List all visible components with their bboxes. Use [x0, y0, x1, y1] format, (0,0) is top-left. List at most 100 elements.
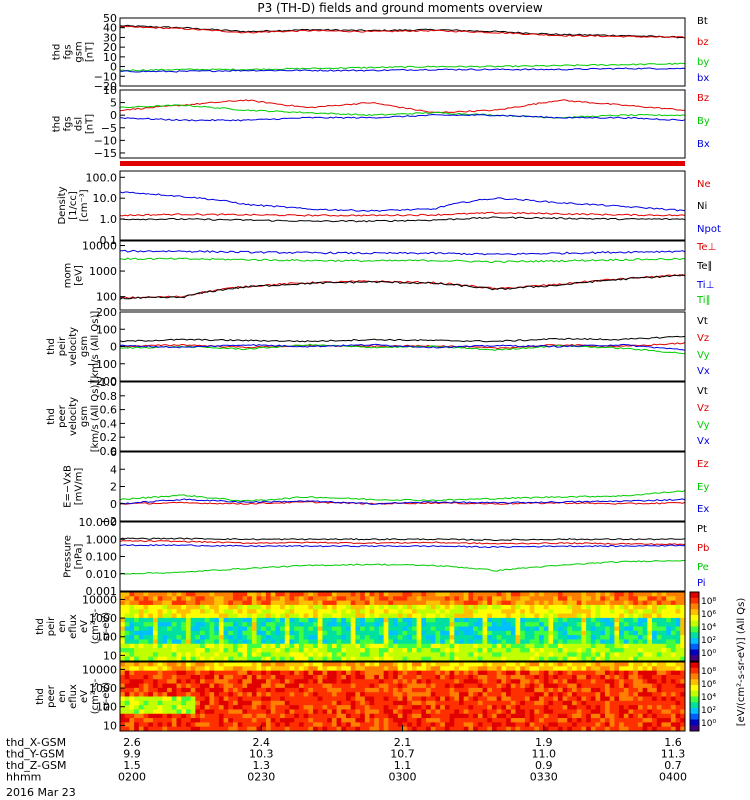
y-tick-label: 100 [96, 291, 117, 304]
heatmap-cell [473, 639, 479, 645]
heatmap-cell [256, 674, 262, 680]
heatmap-cell [275, 639, 281, 645]
heatmap-cell [200, 643, 206, 649]
heatmap-cell [350, 639, 356, 645]
heatmap-cell [383, 692, 389, 697]
heatmap-cell [369, 709, 375, 715]
heatmap-cell [388, 656, 394, 662]
heatmap-cell [430, 687, 436, 693]
heatmap-cell [487, 666, 493, 672]
heatmap-cell [510, 622, 516, 627]
panel-pressure: PtPbPePi10.0001.0000.1000.0100.001Pressu… [63, 516, 710, 598]
heatmap-cell [604, 696, 611, 702]
heatmap-cell [138, 652, 144, 658]
panel-peer_velocity: VtVzVyVx1.00.80.60.40.20.0thdpeervelocit… [46, 376, 710, 458]
heatmap-cell [242, 630, 248, 636]
legend-peir_velocity: Vy [697, 350, 710, 361]
heatmap-cell [553, 679, 559, 684]
heatmap-cell [171, 674, 177, 680]
y-axis-label-line: eV [79, 690, 90, 703]
heatmap-cell [468, 617, 474, 623]
heatmap-cell [482, 656, 488, 662]
heatmap-cell [120, 639, 126, 645]
x-tick-label: 2.1 [394, 736, 412, 749]
heatmap-cell [129, 722, 135, 728]
heatmap-cell [374, 722, 380, 728]
panel-frame [119, 89, 686, 159]
heatmap-cell [270, 609, 276, 614]
heatmap-cell [675, 626, 681, 632]
heatmap-cell [666, 643, 672, 649]
heatmap-cell [506, 726, 512, 732]
heatmap-cell [647, 592, 653, 597]
heatmap-cell [595, 679, 601, 684]
heatmap-cell [604, 648, 611, 653]
heatmap-cell [576, 674, 582, 680]
y-tick-label: 1000 [89, 612, 117, 625]
heatmap-cell [270, 643, 276, 649]
heatmap-cell [449, 592, 455, 597]
heatmap-cell [181, 648, 187, 653]
heatmap-cell [675, 643, 681, 649]
heatmap-cell [548, 592, 554, 597]
heatmap-cell [143, 643, 149, 649]
heatmap-cell [176, 626, 182, 632]
heatmap-cell [364, 648, 370, 653]
heatmap-cell [581, 718, 587, 723]
heatmap-cell [223, 722, 229, 728]
heatmap-cell [280, 639, 286, 645]
heatmap-cell [284, 635, 290, 640]
heatmap-cell [529, 700, 535, 706]
heatmap-cell [576, 596, 582, 602]
heatmap-cell [317, 630, 323, 636]
heatmap-cell [586, 726, 592, 732]
heatmap-cell [586, 683, 592, 689]
heatmap-cell [397, 722, 403, 728]
y-axis-label-line: sr-eV) [101, 682, 112, 711]
heatmap-cell [327, 652, 333, 658]
heatmap-cell [200, 722, 206, 728]
heatmap-cell [209, 622, 215, 627]
heatmap-cell [652, 687, 658, 693]
heatmap-cell [364, 596, 370, 602]
heatmap-cell [449, 666, 455, 672]
heatmap-cell [298, 700, 305, 706]
heatmap-cell [270, 652, 276, 658]
heatmap-cell [134, 662, 140, 667]
heatmap-cell [181, 692, 187, 697]
y-axis-label-line: fgs [63, 44, 74, 59]
heatmap-cell [619, 617, 625, 623]
heatmap-cell [416, 592, 422, 597]
heatmap-cell [670, 705, 676, 710]
heatmap-cell [190, 656, 196, 662]
heatmap-cell [171, 592, 177, 597]
heatmap-cell [430, 726, 436, 732]
y-axis-label: Pressure[nPa] [63, 535, 85, 578]
heatmap-cell [185, 604, 192, 610]
heatmap-cell [209, 709, 215, 715]
heatmap-cell [459, 670, 465, 676]
series-line-density [119, 211, 686, 217]
heatmap-cell [223, 674, 229, 680]
heatmap-cell [416, 652, 422, 658]
heatmap-cell [604, 604, 611, 610]
heatmap-cell [510, 635, 516, 640]
heatmap-cell [534, 617, 540, 623]
heatmap-cell [539, 596, 545, 602]
heatmap-cell [430, 592, 436, 597]
heatmap-cell [463, 622, 469, 627]
x-tick-label: 10.3 [249, 748, 274, 761]
x-tick-label: 0.7 [664, 759, 682, 772]
heatmap-cell [444, 683, 450, 689]
heatmap-cell [200, 592, 206, 597]
heatmap-cell [143, 596, 149, 602]
heatmap-cell [218, 718, 224, 723]
heatmap-cell [586, 666, 592, 672]
heatmap-cell [256, 639, 262, 645]
heatmap-cell [331, 705, 337, 710]
series-line-peir_velocity [119, 343, 686, 351]
heatmap-cell [152, 700, 159, 706]
heatmap-cell [482, 674, 488, 680]
heatmap-cell [562, 626, 568, 632]
heatmap-cell [247, 683, 253, 689]
